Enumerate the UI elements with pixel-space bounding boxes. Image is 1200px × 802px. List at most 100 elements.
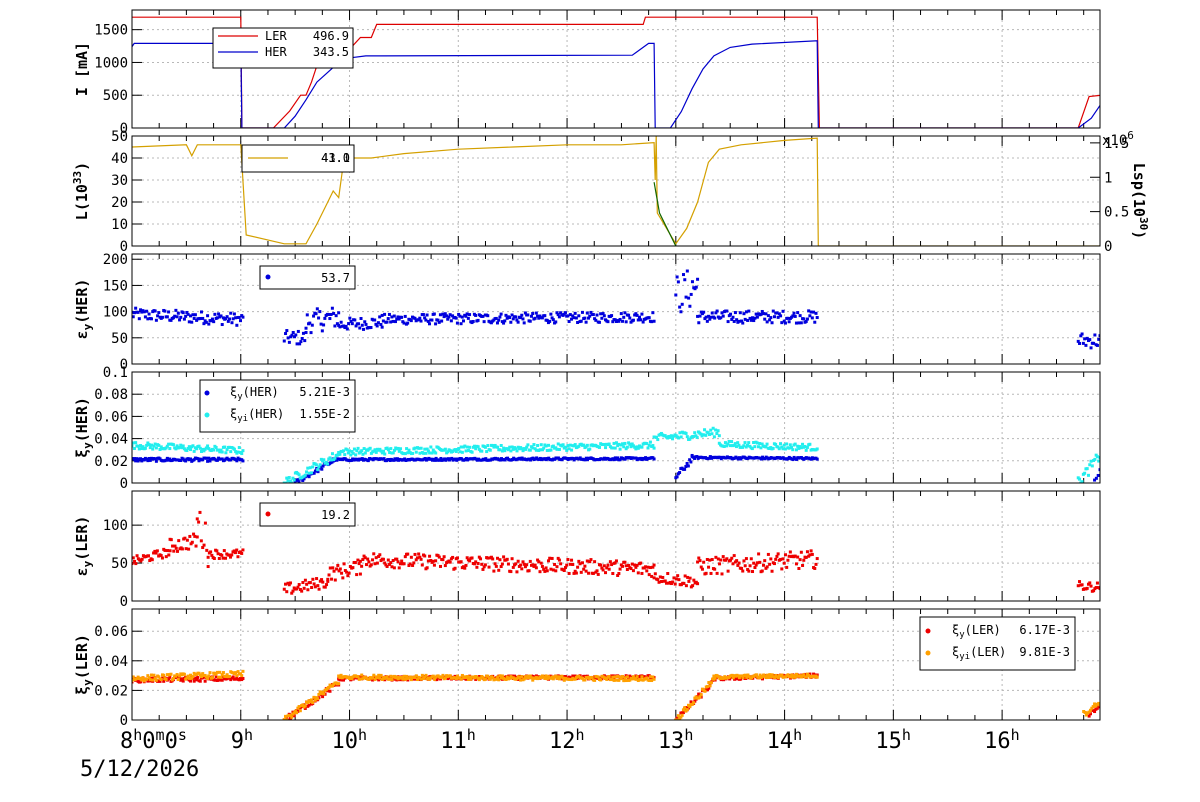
data-point bbox=[799, 321, 803, 325]
data-point bbox=[378, 676, 382, 680]
data-point bbox=[522, 562, 526, 566]
data-point bbox=[154, 318, 158, 322]
data-point bbox=[1079, 334, 1083, 338]
data-point bbox=[531, 312, 535, 316]
data-point bbox=[297, 480, 301, 483]
data-point bbox=[562, 569, 566, 573]
panel-frame bbox=[131, 253, 1101, 365]
data-point bbox=[367, 560, 371, 564]
data-point bbox=[588, 447, 592, 451]
data-point bbox=[353, 561, 357, 565]
data-point bbox=[787, 446, 791, 450]
data-point bbox=[307, 471, 311, 475]
data-point bbox=[768, 318, 772, 322]
data-point bbox=[146, 674, 150, 678]
data-point bbox=[235, 674, 239, 678]
data-point bbox=[714, 311, 718, 315]
data-point bbox=[550, 316, 554, 320]
data-point bbox=[605, 566, 609, 570]
data-point bbox=[561, 676, 565, 680]
data-point bbox=[548, 556, 552, 560]
data-point bbox=[727, 439, 731, 443]
data-point bbox=[208, 459, 212, 463]
data-point bbox=[438, 313, 442, 317]
data-point bbox=[1083, 710, 1087, 714]
data-point bbox=[386, 448, 390, 452]
data-point bbox=[204, 446, 208, 450]
data-point bbox=[543, 676, 547, 680]
data-point bbox=[1095, 581, 1099, 585]
data-point bbox=[505, 675, 509, 679]
data-point bbox=[504, 678, 508, 682]
data-point bbox=[468, 445, 472, 449]
data-point bbox=[235, 548, 239, 552]
data-point bbox=[203, 673, 207, 677]
data-point bbox=[644, 456, 648, 460]
data-point bbox=[683, 574, 687, 578]
data-point bbox=[392, 448, 396, 452]
data-point bbox=[476, 318, 480, 322]
data-point bbox=[220, 323, 224, 327]
data-point bbox=[770, 321, 774, 325]
data-point bbox=[761, 312, 765, 316]
data-point bbox=[498, 558, 502, 562]
data-point bbox=[1078, 580, 1082, 584]
data-point bbox=[743, 564, 747, 568]
data-point bbox=[706, 684, 710, 688]
data-point bbox=[413, 677, 417, 681]
y2-multiplier: x106 bbox=[1102, 129, 1134, 149]
data-point bbox=[628, 442, 632, 446]
data-point bbox=[1080, 480, 1084, 483]
data-point bbox=[329, 312, 333, 316]
data-point bbox=[192, 316, 196, 320]
data-point bbox=[708, 455, 712, 459]
data-point bbox=[813, 566, 817, 570]
data-point bbox=[502, 321, 506, 325]
data-point bbox=[704, 433, 708, 437]
data-point bbox=[624, 320, 628, 324]
data-point bbox=[458, 314, 462, 318]
data-point bbox=[625, 445, 629, 449]
data-point bbox=[222, 549, 226, 553]
data-point bbox=[432, 563, 436, 567]
data-point bbox=[193, 534, 197, 538]
data-point bbox=[235, 323, 239, 327]
data-point bbox=[167, 442, 171, 446]
data-point bbox=[408, 675, 412, 679]
data-point bbox=[688, 437, 692, 441]
data-point bbox=[805, 550, 809, 554]
data-point bbox=[780, 673, 784, 677]
data-point bbox=[705, 319, 709, 323]
data-point bbox=[172, 549, 176, 553]
data-point bbox=[480, 449, 484, 453]
data-point bbox=[747, 569, 751, 573]
data-point bbox=[315, 307, 319, 311]
y-tick-label: 0 bbox=[120, 594, 128, 610]
data-point bbox=[373, 448, 377, 452]
data-point bbox=[564, 445, 568, 449]
y-tick-label: 0.04 bbox=[94, 654, 128, 670]
data-point bbox=[202, 322, 206, 326]
data-point bbox=[783, 553, 787, 557]
data-point bbox=[599, 678, 603, 682]
data-point bbox=[489, 321, 493, 325]
data-point bbox=[492, 569, 496, 573]
data-point bbox=[288, 714, 292, 718]
data-point bbox=[134, 441, 138, 445]
data-point bbox=[289, 335, 293, 339]
data-point bbox=[496, 445, 500, 449]
data-point bbox=[142, 458, 146, 462]
data-point bbox=[710, 432, 714, 436]
data-point bbox=[551, 677, 555, 681]
data-point bbox=[796, 311, 800, 315]
data-point bbox=[424, 318, 428, 322]
legend-box bbox=[212, 27, 354, 69]
data-point bbox=[195, 318, 199, 322]
data-point bbox=[515, 677, 519, 681]
data-point bbox=[166, 549, 170, 553]
data-point bbox=[374, 450, 378, 454]
data-point bbox=[397, 449, 401, 453]
data-point bbox=[485, 450, 489, 454]
data-point bbox=[414, 558, 418, 562]
data-point bbox=[175, 315, 179, 319]
